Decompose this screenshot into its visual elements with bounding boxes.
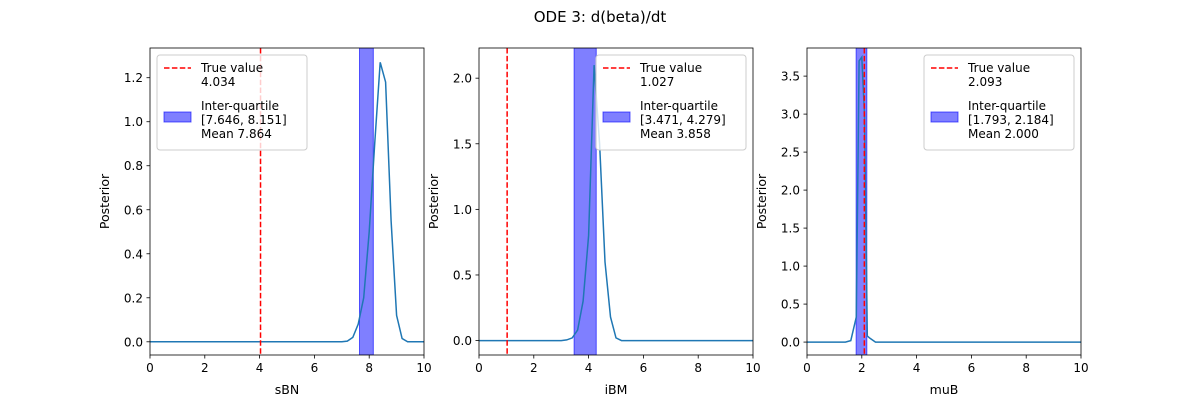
y-tick-label: 0.5 bbox=[781, 298, 800, 312]
legend-iqr-label: Inter-quartile bbox=[201, 99, 279, 113]
y-tick-label: 3.5 bbox=[781, 70, 800, 84]
legend-mean: Mean 2.000 bbox=[968, 127, 1039, 141]
legend-box bbox=[595, 54, 747, 151]
y-tick-label: 0.0 bbox=[453, 334, 472, 348]
legend-box bbox=[923, 54, 1075, 151]
x-tick-label: 6 bbox=[640, 361, 648, 375]
x-tick-label: 10 bbox=[745, 361, 760, 375]
legend-iqr-label: Inter-quartile bbox=[640, 99, 718, 113]
axes-frame bbox=[478, 47, 754, 356]
axes-frame bbox=[149, 47, 425, 356]
chart-panel-2: 0 2 4 6 8 10 0.0 0.5 1.0 1.5 2.0 iBM Posterior True v… bbox=[426, 47, 761, 397]
legend-iqr-range: [1.793, 2.184] bbox=[968, 113, 1054, 127]
y-tick-label: 1.0 bbox=[781, 260, 800, 274]
y-tick-label: 0.8 bbox=[124, 159, 143, 173]
y-tick-label: 1.0 bbox=[124, 115, 143, 129]
y-tick-label: 2.5 bbox=[781, 146, 800, 160]
y-tick-label: 1.5 bbox=[453, 137, 472, 151]
x-tick-label: 8 bbox=[1022, 361, 1030, 375]
y-tick-label: 0.0 bbox=[124, 335, 143, 349]
x-axis-label: sBN bbox=[275, 382, 299, 397]
x-tick-label: 4 bbox=[585, 361, 593, 375]
x-axis-label: muB bbox=[930, 382, 959, 397]
y-axis-label: Posterior bbox=[426, 173, 441, 229]
x-tick-label: 8 bbox=[365, 361, 373, 375]
legend-true-label: True value bbox=[639, 61, 702, 75]
legend-mean: Mean 7.864 bbox=[201, 127, 272, 141]
x-tick-label: 2 bbox=[530, 361, 538, 375]
y-tick-label: 2.0 bbox=[781, 184, 800, 198]
legend-iqr-range: [3.471, 4.279] bbox=[640, 113, 726, 127]
y-axis-label: Posterior bbox=[754, 173, 769, 229]
legend-true-value: 2.093 bbox=[968, 75, 1002, 89]
chart-panel-3: 0 2 4 6 8 10 0.0 0.5 1.0 1.5 2.0 2.5 3.0 3.5 muB Poster… bbox=[754, 47, 1089, 397]
x-tick-label: 2 bbox=[858, 361, 866, 375]
legend-iqr-swatch bbox=[602, 111, 631, 123]
legend-box bbox=[156, 54, 308, 151]
legend-iqr-label: Inter-quartile bbox=[968, 99, 1046, 113]
legend-iqr-swatch bbox=[930, 111, 959, 123]
legend-true-label: True value bbox=[200, 61, 263, 75]
y-axis-label: Posterior bbox=[97, 173, 112, 229]
iqr-band bbox=[855, 48, 868, 355]
legend-iqr-swatch bbox=[163, 111, 192, 123]
y-tick-label: 1.5 bbox=[781, 222, 800, 236]
chart-panel-1: 0 2 4 6 8 10 0.0 0.2 0.4 0.6 0.8 1.0 1.2 sBN Posterior… bbox=[97, 47, 432, 397]
x-tick-label: 4 bbox=[256, 361, 264, 375]
y-tick-label: 0.2 bbox=[124, 291, 143, 305]
iqr-band bbox=[573, 48, 597, 355]
axes-frame bbox=[806, 47, 1082, 356]
x-tick-label: 6 bbox=[968, 361, 976, 375]
iqr-band bbox=[359, 48, 374, 355]
x-tick-label: 6 bbox=[311, 361, 319, 375]
posterior-line bbox=[479, 65, 753, 342]
figure-title: ODE 3: d(beta)/dt bbox=[534, 8, 667, 26]
legend-mean: Mean 3.858 bbox=[640, 127, 711, 141]
posterior-line bbox=[807, 54, 1081, 343]
x-tick-label: 0 bbox=[803, 361, 811, 375]
x-tick-label: 2 bbox=[201, 361, 209, 375]
y-tick-label: 0.0 bbox=[781, 336, 800, 350]
y-tick-label: 1.0 bbox=[453, 203, 472, 217]
y-tick-label: 0.5 bbox=[453, 268, 472, 282]
legend-true-value: 1.027 bbox=[640, 75, 674, 89]
legend-true-label: True value bbox=[967, 61, 1030, 75]
x-tick-label: 0 bbox=[146, 361, 154, 375]
x-tick-label: 4 bbox=[913, 361, 921, 375]
y-tick-label: 1.2 bbox=[124, 71, 143, 85]
x-tick-label: 0 bbox=[475, 361, 483, 375]
x-tick-label: 8 bbox=[694, 361, 702, 375]
legend-iqr-range: [7.646, 8.151] bbox=[201, 113, 287, 127]
legend-true-value: 4.034 bbox=[201, 75, 235, 89]
y-tick-label: 2.0 bbox=[453, 72, 472, 86]
x-axis-label: iBM bbox=[605, 382, 628, 397]
plot-area bbox=[150, 48, 424, 355]
x-tick-label: 10 bbox=[416, 361, 431, 375]
posterior-line bbox=[150, 62, 424, 343]
plot-area bbox=[479, 48, 753, 355]
x-tick-label: 10 bbox=[1073, 361, 1088, 375]
y-tick-label: 0.4 bbox=[124, 247, 143, 261]
plot-area bbox=[807, 48, 1081, 355]
y-tick-label: 3.0 bbox=[781, 108, 800, 122]
y-tick-label: 0.6 bbox=[124, 203, 143, 217]
